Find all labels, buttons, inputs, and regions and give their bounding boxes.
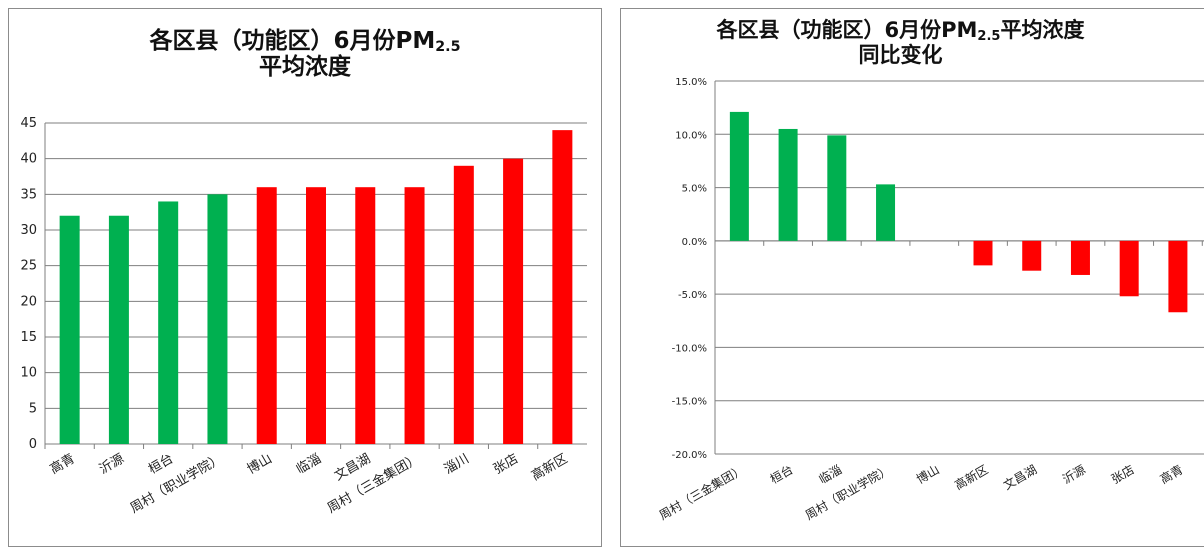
chart-title: 各区县（功能区）6月份PM2.5平均浓度 同比变化 xyxy=(601,19,1200,66)
x-category-label: 桓台 xyxy=(146,451,176,477)
y-tick-label: 10 xyxy=(20,366,37,381)
bar xyxy=(453,165,474,445)
y-tick-label: -5.0% xyxy=(678,290,707,301)
bar xyxy=(827,135,847,241)
y-tick-label: 40 xyxy=(20,152,37,167)
y-tick-label: 30 xyxy=(20,223,37,238)
chart-title-line1: 各区县（功能区）6月份PM2.5平均浓度 xyxy=(716,18,1085,44)
bar xyxy=(404,187,425,444)
x-category-label: 博山 xyxy=(913,462,941,487)
y-tick-label: 45 xyxy=(20,116,37,131)
bar xyxy=(552,130,573,444)
y-tick-label: 0 xyxy=(29,437,37,452)
x-category-label: 文昌湖 xyxy=(1001,462,1040,493)
y-tick-label: 15.0% xyxy=(675,77,707,88)
y-tick-label: 25 xyxy=(20,259,37,274)
bar xyxy=(59,215,80,444)
x-category-label: 沂源 xyxy=(1060,462,1088,486)
bar xyxy=(778,128,798,241)
y-tick-label: 5 xyxy=(29,401,37,416)
bar xyxy=(158,201,179,444)
bar-chart-pm25-yoy-change: -20.0% -15.0% -10.0% -5.0% 0.0% 5.0% 10.0% 15.0… xyxy=(656,77,1204,523)
x-category-label: 博山 xyxy=(245,451,275,477)
y-tick-label: 15 xyxy=(20,330,37,345)
chart-title-line2: 平均浓度 xyxy=(259,53,351,80)
bar xyxy=(1168,240,1188,313)
y-tick-label: 20 xyxy=(20,294,37,309)
y-tick-label: 10.0% xyxy=(675,130,707,141)
bar xyxy=(876,184,896,241)
x-category-label: 高新区 xyxy=(952,462,991,493)
y-tick-label: -10.0% xyxy=(672,343,707,354)
bar xyxy=(1070,240,1090,275)
chart-title: 各区县（功能区）6月份PM2.5 平均浓度 xyxy=(9,29,601,79)
chart-title-line1: 各区县（功能区）6月份PM2.5 xyxy=(149,28,461,55)
x-category-label: 张店 xyxy=(1109,462,1137,486)
chart-panel-pm25-average: 各区县（功能区）6月份PM2.5 平均浓度 0 5 10 15 20 25 30 35 40 45… xyxy=(8,8,602,547)
y-tick-label: 5.0% xyxy=(682,184,707,195)
x-category-label: 淄川 xyxy=(442,451,472,477)
chart-title-line2: 同比变化 xyxy=(858,42,943,67)
bar xyxy=(503,158,524,444)
y-tick-label: 35 xyxy=(20,187,37,202)
bar xyxy=(108,215,129,444)
bar xyxy=(355,187,376,444)
bar xyxy=(1119,240,1139,297)
x-category-label: 高青 xyxy=(1157,462,1185,487)
bar xyxy=(256,187,277,444)
y-tick-label: 0.0% xyxy=(682,237,707,248)
x-category-label: 周村（三金集团） xyxy=(656,462,747,523)
x-category-label: 周村（职业学院） xyxy=(802,462,893,523)
bar xyxy=(729,111,749,241)
y-tick-label: -20.0% xyxy=(672,450,707,461)
x-category-label: 高新区 xyxy=(529,451,571,484)
x-category-label: 周村（职业学院） xyxy=(127,451,225,517)
x-category-label: 临淄 xyxy=(817,462,845,486)
y-tick-label: -15.0% xyxy=(672,397,707,408)
bar xyxy=(1022,240,1042,271)
bar xyxy=(306,187,326,444)
x-category-label: 张店 xyxy=(491,451,521,477)
x-category-label: 桓台 xyxy=(767,462,795,487)
x-category-label: 临淄 xyxy=(294,451,324,477)
bar xyxy=(973,240,993,266)
x-category-label: 沂源 xyxy=(97,451,127,477)
chart-panel-pm25-yoy-change: 各区县（功能区）6月份PM2.5平均浓度 同比变化 -20.0% -15.0% -1… xyxy=(620,8,1204,547)
bar xyxy=(207,194,228,444)
x-category-label: 高青 xyxy=(47,451,78,478)
